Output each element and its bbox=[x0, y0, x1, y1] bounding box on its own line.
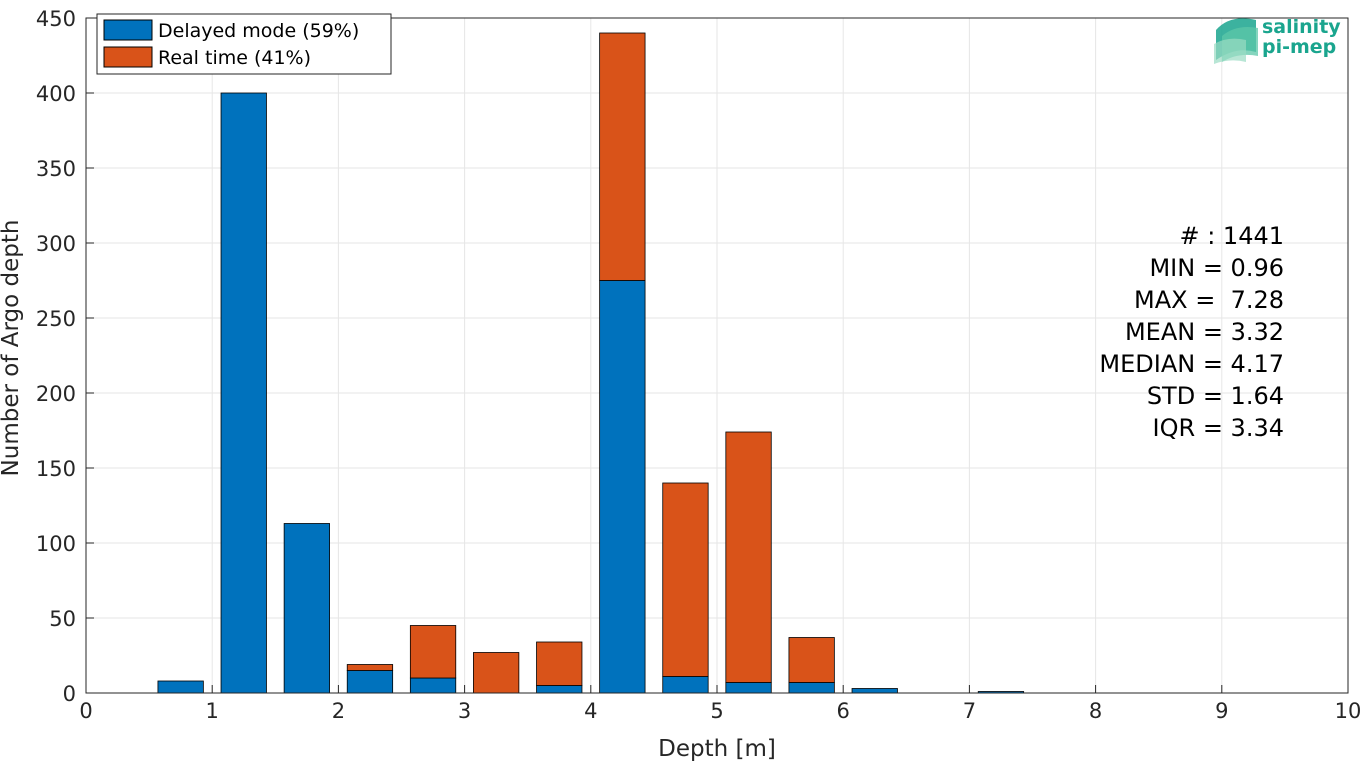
x-tick-label-8: 8 bbox=[1089, 699, 1102, 723]
stat-max: MAX = 7.28 bbox=[1134, 286, 1284, 314]
x-tick-label-4: 4 bbox=[584, 699, 597, 723]
stat-median: MEDIAN = 4.17 bbox=[1099, 350, 1284, 378]
logo-text-pimep: pi-mep bbox=[1262, 36, 1336, 58]
y-tick-label-0: 0 bbox=[63, 682, 76, 706]
bar-real-time-10 bbox=[788, 637, 835, 683]
bar-real-time-6 bbox=[536, 641, 583, 686]
logo-text-salinity: salinity bbox=[1262, 16, 1341, 38]
stat-min: MIN = 0.96 bbox=[1149, 254, 1284, 282]
x-tick-label-10: 10 bbox=[1335, 699, 1362, 723]
stat-mean: MEAN = 3.32 bbox=[1125, 318, 1284, 346]
x-axis-title: Depth [m] bbox=[658, 736, 776, 762]
bar-real-time-5 bbox=[473, 652, 520, 694]
bar-delayed-mode-1 bbox=[220, 92, 267, 694]
bar-delayed-mode-10 bbox=[788, 682, 835, 694]
bar-delayed-mode-2 bbox=[283, 523, 330, 694]
y-tick-label-7: 350 bbox=[36, 157, 76, 181]
salinity-pimep-logo: salinity pi-mep bbox=[1214, 16, 1341, 64]
x-tick-label-3: 3 bbox=[458, 699, 471, 723]
y-tick-label-1: 50 bbox=[49, 607, 76, 631]
y-axis-title: Number of Argo depth bbox=[0, 220, 24, 477]
bar-real-time-9 bbox=[725, 431, 772, 683]
statistics-annotation: # : 1441 MIN = 0.96 MAX = 7.28 MEAN = 3.… bbox=[1099, 222, 1284, 442]
x-tick-label-5: 5 bbox=[710, 699, 723, 723]
x-tick-label-6: 6 bbox=[837, 699, 850, 723]
y-tick-label-9: 450 bbox=[36, 7, 76, 31]
waves-logo-icon bbox=[1214, 18, 1258, 64]
bar-delayed-mode-11 bbox=[851, 688, 898, 694]
x-tick-label-7: 7 bbox=[963, 699, 976, 723]
bar-delayed-mode-9 bbox=[725, 682, 772, 694]
x-tick-label-1: 1 bbox=[206, 699, 219, 723]
legend-label-realtime: Real time (41%) bbox=[158, 47, 311, 69]
bar-real-time-7 bbox=[599, 32, 646, 281]
stat-count: # : 1441 bbox=[1179, 222, 1284, 250]
y-tick-label-2: 100 bbox=[36, 532, 76, 556]
x-tick-label-0: 0 bbox=[79, 699, 92, 723]
bar-real-time-4 bbox=[409, 625, 457, 679]
legend-swatch-delayed bbox=[103, 19, 153, 41]
bar-delayed-mode-7 bbox=[599, 280, 646, 694]
legend-swatch-realtime bbox=[103, 46, 153, 68]
stat-iqr: IQR = 3.34 bbox=[1153, 414, 1284, 442]
bar-real-time-8 bbox=[662, 482, 709, 677]
y-tick-label-3: 150 bbox=[36, 457, 76, 481]
y-tick-label-8: 400 bbox=[36, 82, 76, 106]
bar-delayed-mode-4 bbox=[409, 677, 457, 694]
stat-std: STD = 1.64 bbox=[1147, 382, 1284, 410]
bars-group bbox=[157, 32, 1025, 694]
y-tick-label-6: 300 bbox=[36, 232, 76, 256]
x-tick-label-2: 2 bbox=[332, 699, 345, 723]
x-tick-label-9: 9 bbox=[1215, 699, 1228, 723]
y-tick-label-5: 250 bbox=[36, 307, 76, 331]
bar-delayed-mode-3 bbox=[346, 670, 394, 694]
bar-delayed-mode-0 bbox=[157, 680, 204, 694]
bar-real-time-3 bbox=[346, 664, 394, 671]
y-tick-label-4: 200 bbox=[36, 382, 76, 406]
bar-delayed-mode-8 bbox=[662, 676, 709, 694]
bar-delayed-mode-6 bbox=[536, 685, 583, 694]
legend: Delayed mode (59%) Real time (41%) bbox=[96, 13, 392, 75]
legend-label-delayed: Delayed mode (59%) bbox=[158, 20, 359, 42]
